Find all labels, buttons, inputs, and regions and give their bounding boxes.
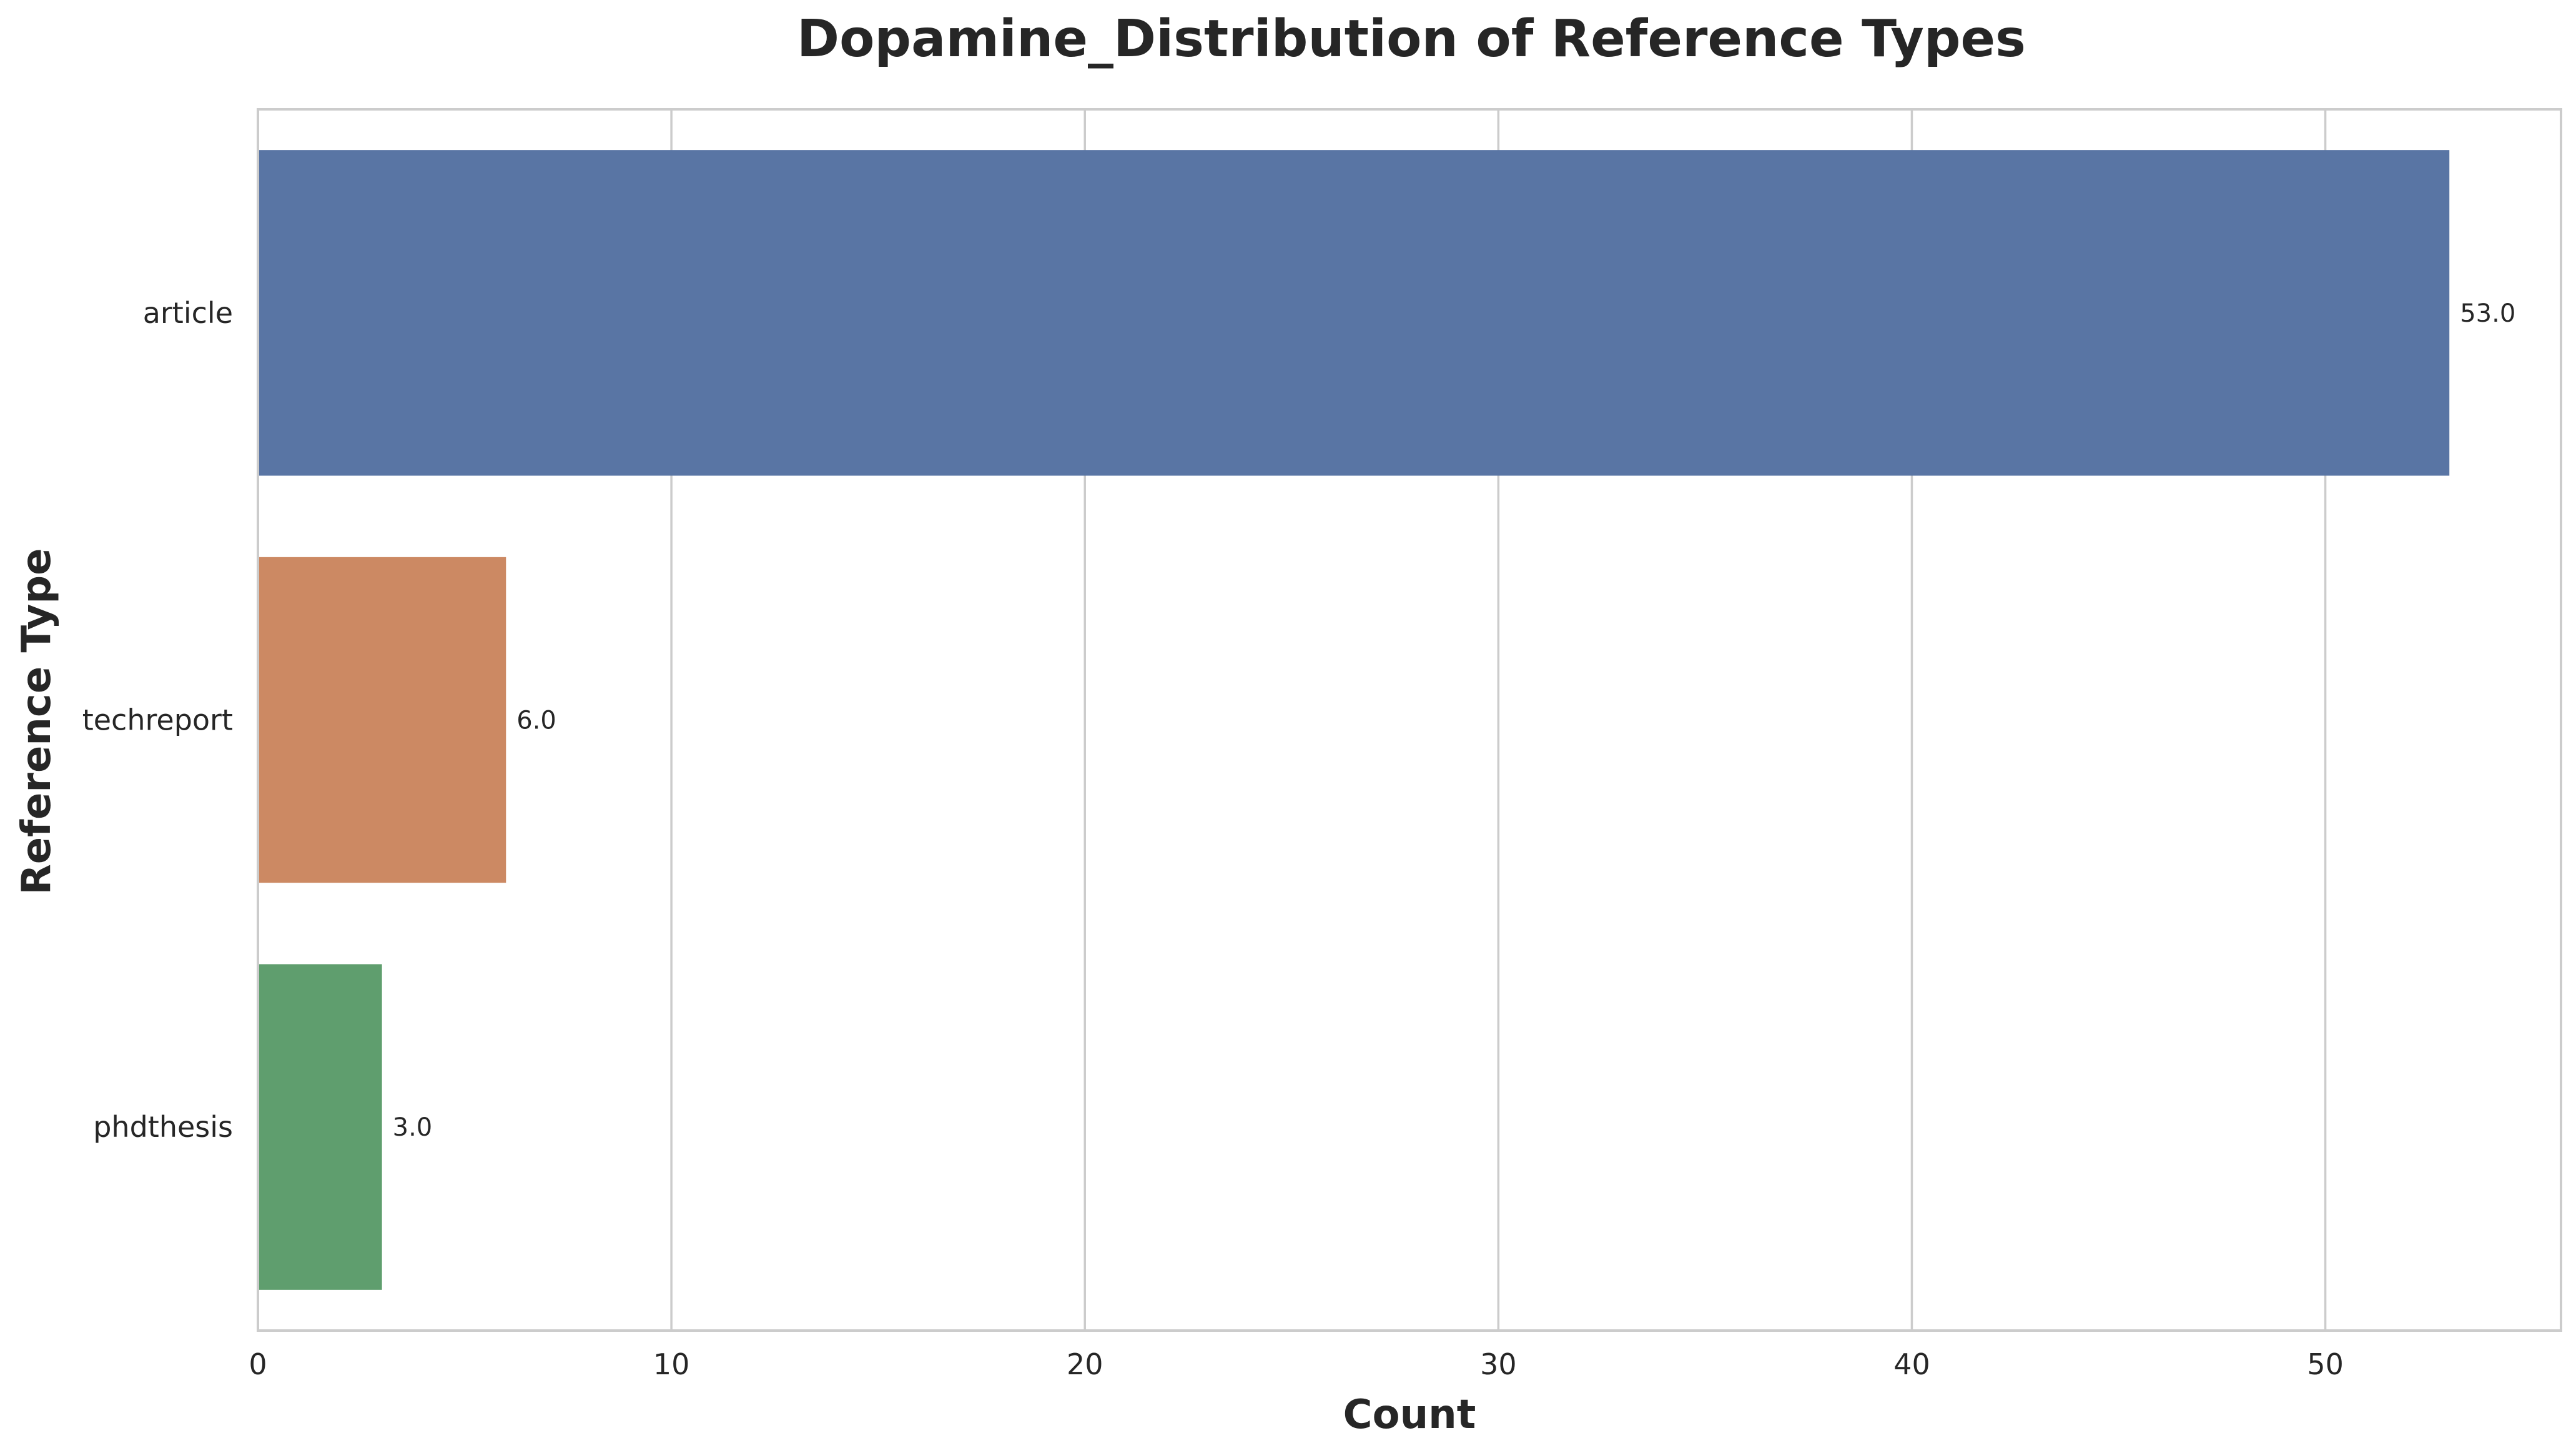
labels: 0 10 20 30 40 50 article 53.0 techreport 6.0 phdth… bbox=[82, 296, 2516, 1381]
x-tick-label: 50 bbox=[2307, 1347, 2344, 1381]
chart-title: Dopamine_Distribution of Reference Types bbox=[797, 9, 2026, 69]
bar-value-label: 53.0 bbox=[2460, 299, 2515, 328]
x-axis-label: Count bbox=[1343, 1392, 1476, 1438]
y-tick-label: techreport bbox=[82, 703, 233, 737]
x-tick-label: 20 bbox=[1067, 1347, 1103, 1381]
bar-value-label: 6.0 bbox=[516, 707, 556, 735]
bar-article bbox=[258, 150, 2450, 476]
y-axis-label: Reference Type bbox=[14, 548, 60, 895]
y-tick-label: phdthesis bbox=[93, 1110, 233, 1144]
x-tick-label: 30 bbox=[1480, 1347, 1517, 1381]
bar-value-label: 3.0 bbox=[393, 1113, 433, 1142]
bar-phdthesis bbox=[258, 964, 382, 1290]
x-tick-label: 10 bbox=[653, 1347, 690, 1381]
bars bbox=[258, 150, 2450, 1290]
plot-frame bbox=[257, 108, 2562, 1332]
y-tick-label: article bbox=[143, 296, 233, 330]
x-tick-label: 40 bbox=[1893, 1347, 1930, 1381]
x-tick-label: 0 bbox=[249, 1347, 267, 1381]
bar-techreport bbox=[258, 557, 506, 883]
